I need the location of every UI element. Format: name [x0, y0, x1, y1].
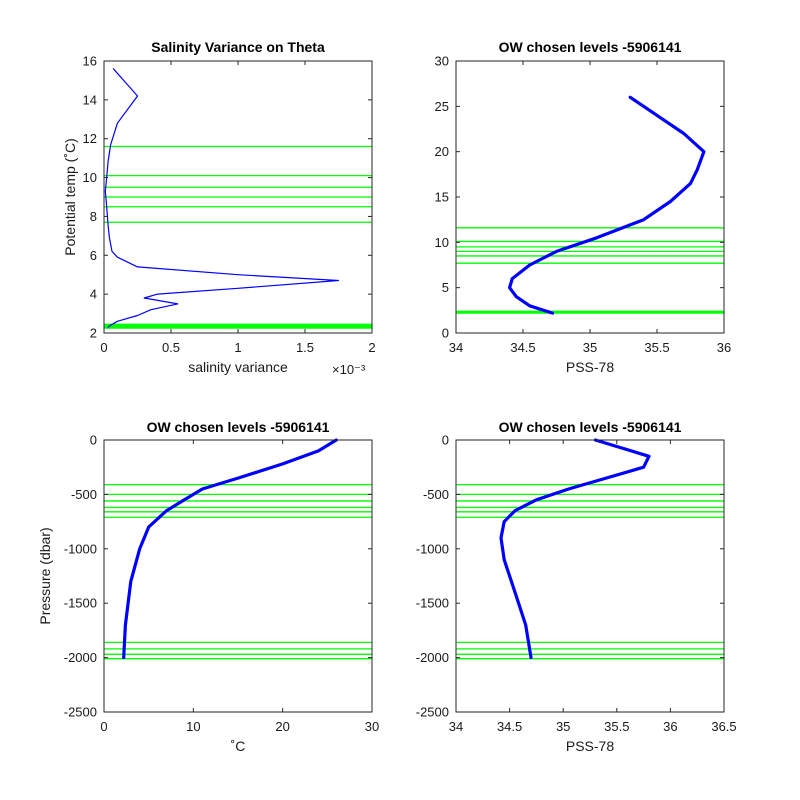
y-tick-label: 25 — [435, 99, 449, 114]
panel4-plot-area — [456, 438, 724, 660]
x-tick-label: 34.5 — [497, 719, 522, 734]
x-tick-label: 34 — [449, 719, 463, 734]
panel2-plot-area — [456, 95, 724, 315]
panel1-plot-area — [104, 68, 372, 329]
y-tick-label: -2500 — [64, 705, 97, 720]
y-tick-label: 15 — [435, 190, 449, 205]
panel3-axes-box — [103, 439, 373, 713]
y-tick-label: 16 — [83, 54, 97, 69]
x-tick-label: 0 — [100, 340, 107, 355]
panel3-y-ticks: -2500 -2000 -1500 -1000 -500 0 — [64, 433, 372, 720]
profile-series-line — [104, 68, 340, 328]
panel4-x-ticks: 34 34.5 35 35.5 36 36.5 — [449, 440, 737, 734]
x-tick-label: 34.5 — [510, 340, 535, 355]
y-tick-label: 0 — [90, 433, 97, 448]
profile-series-line — [499, 438, 651, 660]
panel4-x-label: PSS-78 — [566, 738, 614, 754]
y-tick-label: 10 — [435, 235, 449, 250]
x-tick-label: 35 — [556, 719, 570, 734]
panel1-x-label: salinity variance — [188, 359, 288, 375]
panel4-axes-box — [455, 439, 725, 713]
panel-salinity-pressure: OW chosen levels -5906141 34 34.5 35 35.5 36… — [416, 419, 737, 754]
x-tick-label: 36 — [663, 719, 677, 734]
profile-series-line — [508, 95, 706, 315]
panel3-x-ticks: 0 10 20 30 — [100, 440, 379, 734]
y-tick-label: -1000 — [416, 541, 449, 556]
panel2-x-ticks: 34 34.5 35 35.5 36 — [449, 61, 731, 355]
panel3-y-label: Pressure (dbar) — [37, 527, 53, 624]
panel3-title: OW chosen levels -5906141 — [147, 419, 330, 435]
panel2-title: OW chosen levels -5906141 — [499, 39, 682, 55]
panel2-x-label: PSS-78 — [566, 359, 614, 375]
y-tick-label: 20 — [435, 144, 449, 159]
panel3-x-label: ˚C — [231, 738, 246, 754]
y-tick-label: 5 — [442, 280, 449, 295]
y-tick-label: -1000 — [64, 541, 97, 556]
panel-temperature-pressure: OW chosen levels -5906141 0 10 20 30 -2500-… — [37, 419, 379, 754]
y-tick-label: 12 — [83, 131, 97, 146]
y-tick-label: -500 — [71, 487, 97, 502]
x-tick-label: 36.5 — [711, 719, 736, 734]
panel4-y-ticks: -2500 -2000 -1500 -1000 -500 0 — [416, 433, 724, 720]
y-tick-label: -500 — [423, 487, 449, 502]
panel1-x-exponent: ×10⁻³ — [332, 362, 366, 377]
y-tick-label: 2 — [90, 326, 97, 341]
x-tick-label: 0.5 — [162, 340, 180, 355]
y-tick-label: -2000 — [416, 650, 449, 665]
x-tick-label: 34 — [449, 340, 463, 355]
y-tick-label: 30 — [435, 54, 449, 69]
panel-salinity-variance: Salinity Variance on Theta 0 0.5 1 1.5 2 2 4 6… — [62, 39, 376, 377]
y-tick-label: 4 — [90, 287, 97, 302]
x-tick-label: 35.5 — [644, 340, 669, 355]
panel3-plot-area — [104, 438, 372, 660]
y-tick-label: -1500 — [416, 596, 449, 611]
y-tick-label: 6 — [90, 248, 97, 263]
x-tick-label: 1 — [234, 340, 241, 355]
panel4-title: OW chosen levels -5906141 — [499, 419, 682, 435]
y-tick-label: 10 — [83, 170, 97, 185]
x-tick-label: 36 — [717, 340, 731, 355]
y-tick-label: -2000 — [64, 650, 97, 665]
y-tick-label: 0 — [442, 326, 449, 341]
x-tick-label: 35 — [583, 340, 597, 355]
panel1-y-label: Potential temp (˚C) — [62, 138, 78, 255]
x-tick-label: 0 — [100, 719, 107, 734]
x-tick-label: 30 — [365, 719, 379, 734]
panel1-x-ticks: 0 0.5 1 1.5 2 — [100, 61, 376, 355]
y-tick-label: 0 — [442, 433, 449, 448]
y-tick-label: -1500 — [64, 596, 97, 611]
y-tick-label: -2500 — [416, 705, 449, 720]
x-tick-label: 20 — [275, 719, 289, 734]
panel1-y-ticks: 2 4 6 8 10 12 14 16 — [83, 54, 372, 341]
profile-series-line — [122, 438, 338, 660]
x-tick-label: 10 — [186, 719, 200, 734]
panel-salinity-theta: OW chosen levels -5906141 34 34.5 35 35.5 36… — [435, 39, 732, 375]
x-tick-label: 2 — [368, 340, 375, 355]
x-tick-label: 1.5 — [296, 340, 314, 355]
y-tick-label: 8 — [90, 209, 97, 224]
x-tick-label: 35.5 — [604, 719, 629, 734]
panel2-y-ticks: 0 5 10 15 20 25 30 — [435, 54, 724, 341]
panel1-title: Salinity Variance on Theta — [151, 39, 325, 55]
y-tick-label: 14 — [83, 92, 97, 107]
